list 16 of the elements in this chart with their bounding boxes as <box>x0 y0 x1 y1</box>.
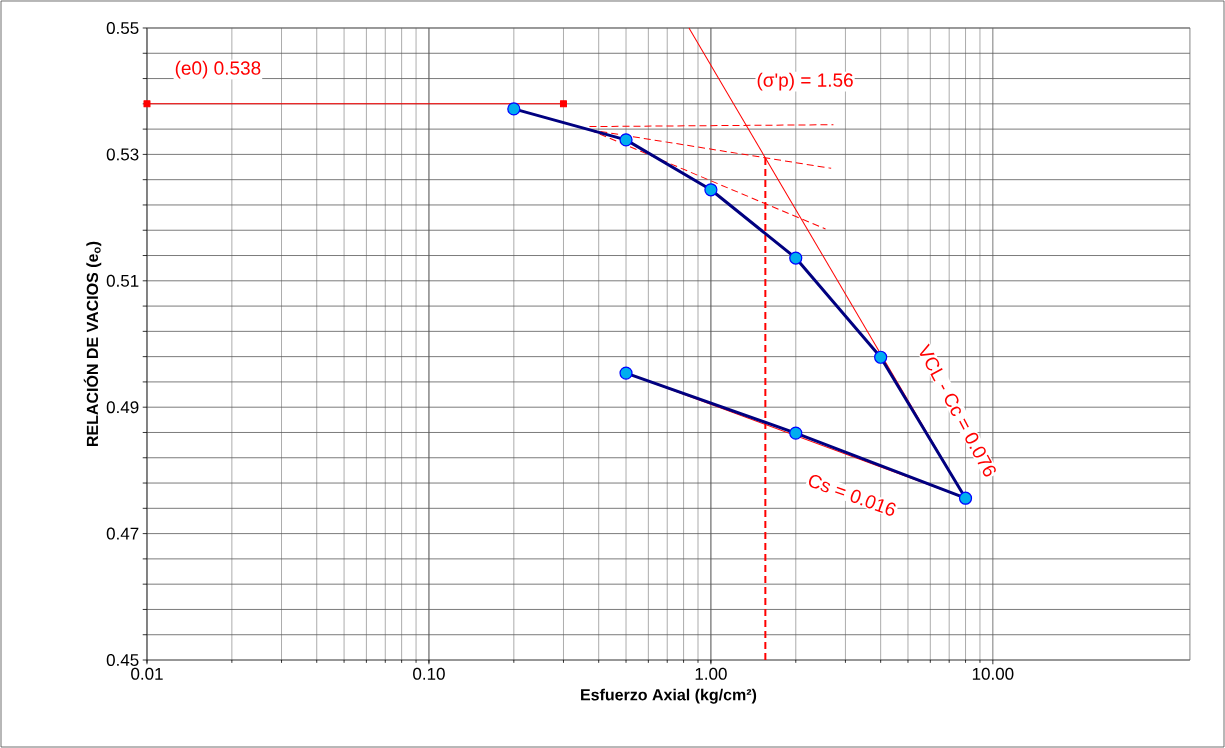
y-tick-label: 0.49 <box>106 401 139 414</box>
annotation: (e0) 0.538 <box>175 60 261 79</box>
y-tick-label: 0.45 <box>106 653 139 667</box>
y-tick-label: 0.55 <box>106 21 139 35</box>
annotation: Cs = 0.016 <box>808 474 896 516</box>
y-axis-title: RELACIÓN DE VACIOS (e$_{o}$) <box>83 241 102 447</box>
y-tick-label: 0.53 <box>106 148 139 161</box>
annotation: (σ'p) = 1.56 <box>757 72 853 91</box>
x-tick-label: 0.10 <box>413 667 445 680</box>
x-tick-label: 10.00 <box>972 667 1014 680</box>
x-axis-title: Esfuerzo Axial (kg/cm²) <box>581 688 757 704</box>
y-tick-label: 0.47 <box>106 527 139 540</box>
annotation: VCL - Cc = 0.076 <box>919 343 996 477</box>
x-tick-label: 1.00 <box>695 667 727 680</box>
x-tick-label: 0.01 <box>131 667 163 680</box>
y-tick-label: 0.51 <box>106 274 139 287</box>
